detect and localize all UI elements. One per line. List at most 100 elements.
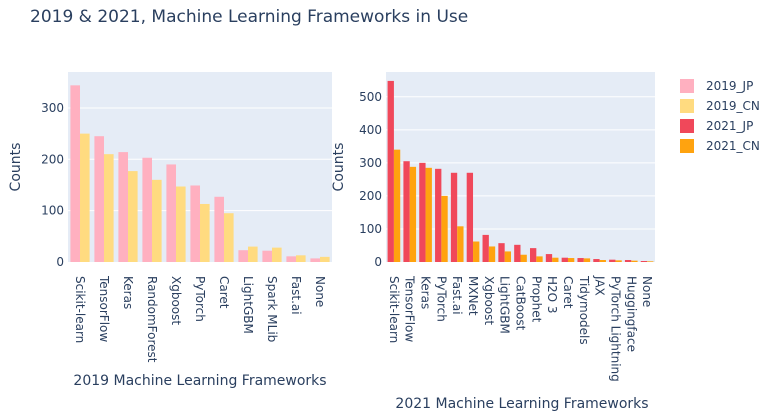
bar-2021_CN-CatBoost[interactable]: [520, 254, 527, 262]
bar-2021_JP-H2O 3[interactable]: [545, 254, 553, 262]
bar-2019_CN-Spark MLib[interactable]: [272, 247, 282, 262]
bar-2021_CN-H2O 3[interactable]: [552, 257, 559, 262]
figure-title: 2019 & 2021, Machine Learning Frameworks…: [30, 7, 468, 27]
bar-2021_JP-MXNet[interactable]: [466, 172, 474, 262]
bar-2019_JP-Keras[interactable]: [118, 152, 128, 262]
x-tick-label: None: [640, 276, 654, 307]
bar-2021_JP-TensorFlow[interactable]: [403, 161, 410, 262]
chart-2021: 0 100 200 300 400 500 Scikit-learn TensorFlow Ke…: [331, 72, 655, 412]
x-tick-label: H2O 3: [545, 276, 559, 314]
x-axis-label: 2019 Machine Learning Frameworks: [73, 373, 326, 389]
x-tick-label: Prophet: [529, 276, 543, 323]
bar-2021_CN-Tidymodels[interactable]: [583, 258, 591, 262]
bar-2021_JP-Caret[interactable]: [561, 257, 568, 262]
bar-2021_CN-TensorFlow[interactable]: [409, 166, 417, 262]
legend-label: 2019_JP: [706, 79, 753, 93]
bar-2021_CN-Huggingface[interactable]: [631, 260, 638, 262]
x-tick-label: JAX: [593, 275, 607, 296]
x-tick-label: Caret: [561, 276, 575, 309]
bar-2021_JP-Prophet[interactable]: [529, 248, 537, 262]
bar-2021_JP-CatBoost[interactable]: [514, 244, 521, 262]
bar-2021_CN-Keras[interactable]: [425, 167, 432, 262]
bar-2021_CN-LightGBM[interactable]: [504, 251, 512, 262]
bar-2019_JP-Spark MLib[interactable]: [262, 250, 272, 262]
x-tick-label: PyTorch: [193, 276, 207, 322]
bar-2021_JP-PyTorch Lightning[interactable]: [609, 259, 616, 262]
legend-swatch: [680, 139, 694, 153]
bar-2021_JP-Huggingface[interactable]: [624, 260, 632, 262]
bar-2021_CN-Caret[interactable]: [567, 258, 575, 262]
legend-item-2019_JP[interactable]: 2019_JP: [680, 79, 753, 93]
bar-2021_JP-Xgboost[interactable]: [482, 234, 489, 262]
bar-2019_CN-Scikit-learn[interactable]: [80, 133, 90, 262]
bar-2019_JP-None[interactable]: [310, 258, 320, 262]
legend-item-2021_CN[interactable]: 2021_CN: [680, 139, 760, 153]
x-tick-label: LightGBM: [498, 276, 512, 334]
legend-item-2021_JP[interactable]: 2021_JP: [680, 119, 753, 133]
x-tick-label: Keras: [419, 276, 433, 309]
bar-2019_JP-Scikit-learn[interactable]: [70, 85, 80, 262]
bar-2021_CN-Fast.ai[interactable]: [457, 226, 464, 262]
bar-2021_JP-Scikit-learn[interactable]: [387, 80, 394, 262]
y-tick-label: 100: [41, 204, 64, 218]
x-tick-label: Spark MLib: [265, 276, 279, 342]
x-tick-label: PyTorch Lightning: [608, 276, 622, 382]
bar-2019_CN-Xgboost[interactable]: [176, 186, 186, 262]
x-tick-label: Xgboost: [482, 276, 496, 325]
bar-2019_CN-PyTorch[interactable]: [200, 203, 210, 262]
bar-2019_CN-Caret[interactable]: [224, 213, 234, 262]
x-tick-label: TensorFlow: [403, 275, 417, 342]
bar-2021_JP-None[interactable]: [640, 261, 648, 262]
bar-2021_JP-Tidymodels[interactable]: [577, 258, 584, 262]
x-tick-label: Keras: [121, 276, 135, 309]
y-tick-label: 400: [359, 123, 382, 137]
bar-2019_JP-RandomForest[interactable]: [142, 157, 152, 262]
y-tick-label: 0: [56, 255, 64, 269]
bar-2021_CN-PyTorch Lightning[interactable]: [615, 260, 622, 262]
bar-2019_JP-Caret[interactable]: [214, 196, 224, 262]
y-axis-label: Counts: [331, 143, 347, 192]
bar-2019_JP-LightGBM[interactable]: [238, 250, 248, 262]
x-tick-label: Fast.ai: [450, 276, 464, 315]
legend-label: 2021_JP: [706, 119, 753, 133]
x-tick-label: RandomForest: [145, 276, 159, 363]
bar-2019_CN-Fast.ai[interactable]: [296, 255, 306, 262]
y-tick-label: 300: [41, 101, 64, 115]
bar-2019_JP-Xgboost[interactable]: [166, 164, 176, 262]
legend[interactable]: 2019_JP 2019_CN 2021_JP 2021_CN: [680, 79, 760, 153]
bar-2021_CN-Scikit-learn[interactable]: [393, 149, 401, 262]
bar-2019_CN-TensorFlow[interactable]: [104, 154, 114, 262]
bar-2021_JP-JAX[interactable]: [593, 259, 600, 262]
x-tick-label: CatBoost: [514, 276, 528, 331]
y-tick-label: 0: [374, 255, 382, 269]
bar-2021_CN-JAX[interactable]: [599, 260, 606, 262]
chart-2019: 0 100 200 300 Scikit-learn TensorFlow Keras Ran…: [8, 72, 332, 389]
y-tick-label: 100: [359, 222, 382, 236]
legend-swatch: [680, 119, 694, 133]
legend-label: 2021_CN: [706, 139, 760, 153]
bar-2019_CN-Keras[interactable]: [128, 171, 138, 262]
x-tick-label: PyTorch: [434, 276, 448, 322]
bar-2019_JP-PyTorch[interactable]: [190, 185, 200, 262]
x-tick-label: TensorFlow: [97, 275, 111, 342]
bar-2021_CN-None[interactable]: [647, 261, 654, 262]
bar-2021_CN-MXNet[interactable]: [473, 241, 480, 262]
bar-2019_CN-RandomForest[interactable]: [152, 179, 162, 262]
y-tick-label: 200: [359, 189, 382, 203]
legend-swatch: [680, 99, 694, 113]
x-tick-label: MXNet: [466, 276, 480, 316]
y-axis-label: Counts: [8, 143, 24, 192]
bar-2019_JP-TensorFlow[interactable]: [94, 136, 104, 262]
bar-2019_JP-Fast.ai[interactable]: [286, 256, 296, 262]
bar-2021_JP-LightGBM[interactable]: [498, 243, 505, 262]
bar-2021_CN-PyTorch[interactable]: [441, 195, 448, 262]
bar-2021_CN-Xgboost[interactable]: [488, 246, 496, 262]
bar-2021_JP-Fast.ai[interactable]: [450, 172, 458, 262]
bar-2019_CN-LightGBM[interactable]: [248, 246, 258, 262]
bar-2021_CN-Prophet[interactable]: [536, 256, 543, 262]
bar-2021_JP-Keras[interactable]: [419, 162, 426, 262]
bar-2021_JP-PyTorch[interactable]: [435, 168, 442, 262]
bar-2019_CN-None[interactable]: [320, 256, 330, 262]
legend-item-2019_CN[interactable]: 2019_CN: [680, 99, 760, 113]
